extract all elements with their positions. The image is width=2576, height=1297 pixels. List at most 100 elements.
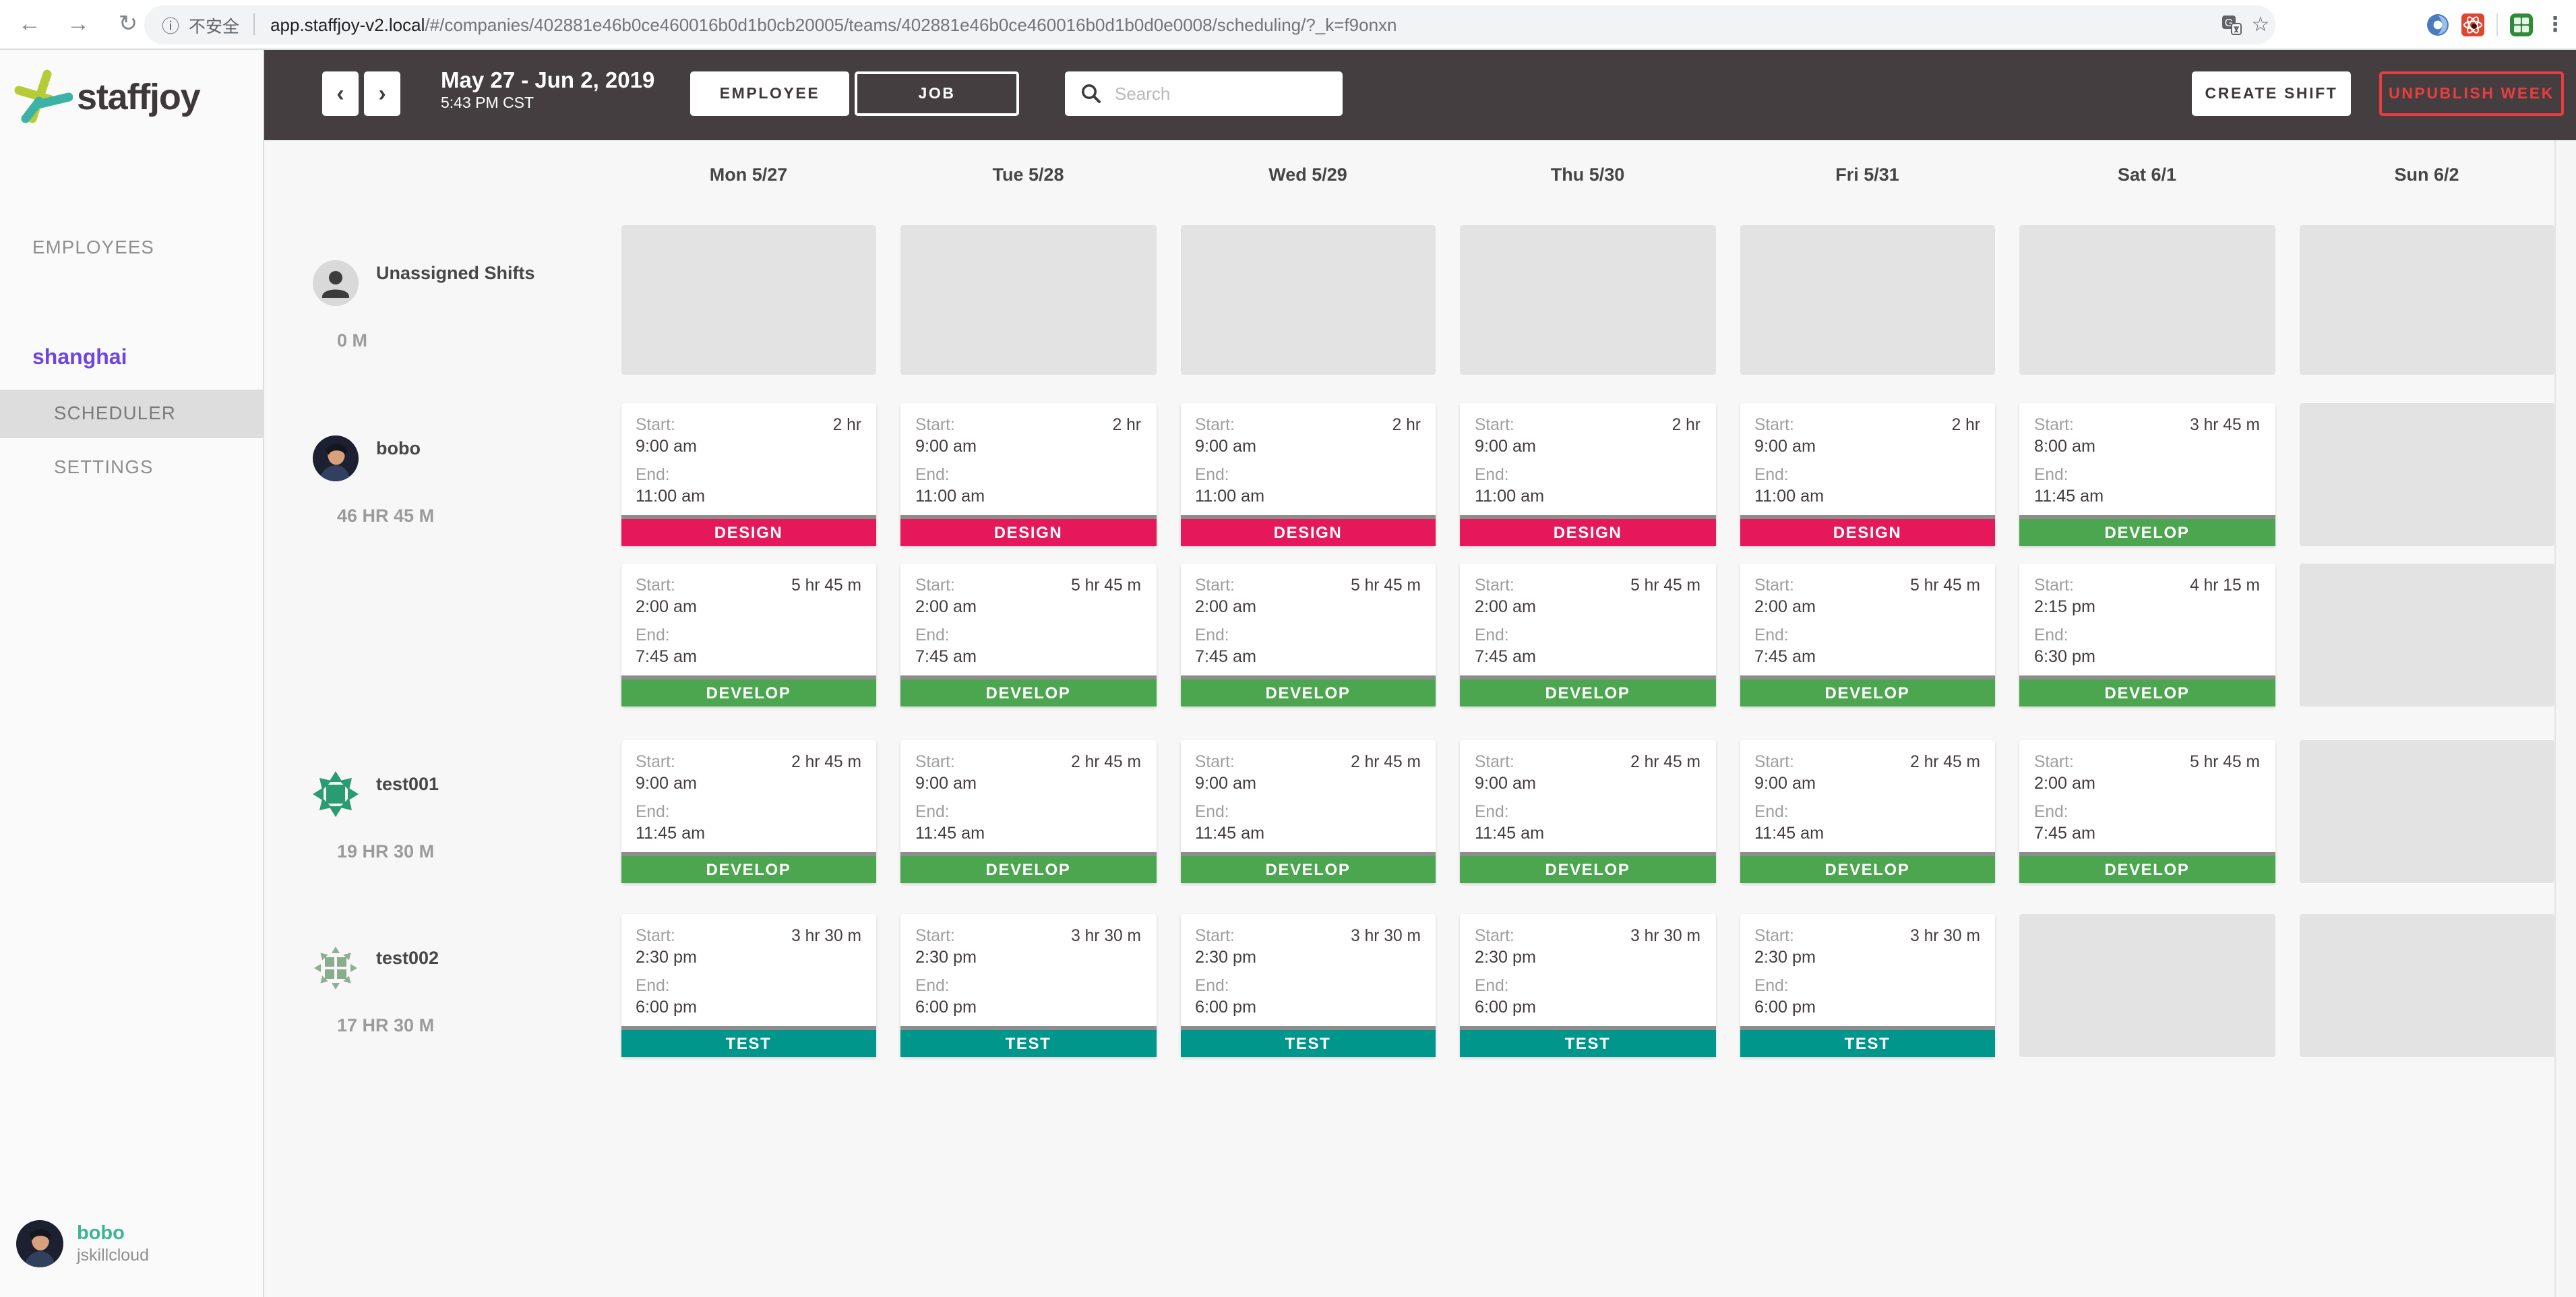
shift-job-button[interactable]: DEVELOP (1460, 851, 1715, 882)
create-shift-button[interactable]: CREATE SHIFT (2192, 71, 2351, 116)
extension-green-icon[interactable] (2510, 13, 2533, 36)
shift-card[interactable]: Start: 3 hr 30 m 2:30 pm End: 6:00 pm TEST (900, 913, 1156, 1056)
shift-job-button[interactable]: DESIGN (621, 514, 876, 545)
shift-job-button[interactable]: DEVELOP (1740, 851, 1995, 882)
shift-job-button[interactable]: DESIGN (900, 514, 1156, 545)
shift-job-button[interactable]: DEVELOP (1180, 675, 1436, 706)
shift-card-body: Start: 4 hr 15 m 2:15 pm End: 6:30 pm (2019, 563, 2275, 675)
shift-start-time: 9:00 am (1754, 436, 1816, 455)
shift-card[interactable]: Start: 2 hr 45 m 9:00 am End: 11:45 am DEVELO… (1460, 740, 1715, 882)
shift-start-time: 2:00 am (2034, 773, 2096, 792)
shift-card-body: Start: 5 hr 45 m 2:00 am End: 7:45 am (1740, 563, 1995, 675)
shift-job-button[interactable]: TEST (1460, 1025, 1715, 1056)
shift-start-time: 2:30 pm (636, 947, 698, 966)
shift-job-button[interactable]: DEVELOP (1460, 675, 1715, 706)
shift-job-button[interactable]: TEST (900, 1025, 1156, 1056)
shift-card[interactable]: Start: 5 hr 45 m 2:00 am End: 7:45 am DEVELOP (1460, 563, 1715, 706)
shift-card[interactable]: Start: 3 hr 30 m 2:30 pm End: 6:00 pm TEST (621, 913, 876, 1056)
sidebar-item-scheduler[interactable]: SCHEDULER (0, 389, 263, 438)
shift-card[interactable]: Start: 2 hr 9:00 am End: 11:00 am DESIGN (621, 402, 876, 545)
shift-job-button[interactable]: DESIGN (1460, 514, 1715, 545)
shift-card[interactable]: Start: 3 hr 30 m 2:30 pm End: 6:00 pm TEST (1460, 913, 1715, 1056)
shift-card[interactable]: Start: 5 hr 45 m 2:00 am End: 7:45 am DEVELOP (621, 563, 876, 706)
shift-job-button[interactable]: DEVELOP (1740, 675, 1995, 706)
shift-start-label: Start: (636, 926, 675, 944)
shift-card[interactable]: Start: 2 hr 9:00 am End: 11:00 am DESIGN (1740, 402, 1995, 545)
security-label: 不安全 (189, 17, 240, 36)
shift-job-button[interactable]: TEST (1180, 1025, 1436, 1056)
shift-start-label: Start: (636, 575, 675, 594)
shift-job-button[interactable]: DEVELOP (621, 851, 876, 882)
shift-card[interactable]: Start: 3 hr 30 m 2:30 pm End: 6:00 pm TEST (1180, 913, 1436, 1056)
shift-job-button[interactable]: TEST (621, 1025, 876, 1056)
shift-card[interactable]: Start: 4 hr 15 m 2:15 pm End: 6:30 pm DEVELOP (2019, 563, 2275, 706)
shift-card[interactable]: Start: 2 hr 45 m 9:00 am End: 11:45 am DEVELO… (1740, 740, 1995, 882)
shift-card[interactable]: Start: 2 hr 45 m 9:00 am End: 11:45 am DEVELO… (1180, 740, 1436, 882)
job-view-toggle[interactable]: JOB (855, 71, 1019, 116)
staffjoy-logo[interactable]: staffjoy (13, 68, 201, 127)
empty-shift-slot (1740, 225, 1995, 375)
shift-card[interactable]: Start: 3 hr 45 m 8:00 am End: 11:45 am DEVELO… (2019, 402, 2275, 545)
address-bar[interactable]: ⓘ 不安全 app.staffjoy-v2.local/#/companies/… (144, 5, 2275, 44)
shift-start-label: Start: (915, 575, 955, 594)
bookmark-star-icon[interactable]: ☆ (2251, 13, 2270, 37)
shift-card[interactable]: Start: 2 hr 9:00 am End: 11:00 am DESIGN (900, 402, 1156, 545)
browser-menu-icon[interactable]: ⋮ (2545, 13, 2565, 37)
shift-card[interactable]: Start: 2 hr 9:00 am End: 11:00 am DESIGN (1180, 402, 1436, 545)
employee-view-toggle[interactable]: EMPLOYEE (690, 71, 849, 116)
translate-icon[interactable]: G (2216, 15, 2246, 35)
shift-job-button[interactable]: DEVELOP (2019, 675, 2275, 706)
shift-job-button[interactable]: DEVELOP (621, 675, 876, 706)
shift-job-button[interactable]: TEST (1740, 1025, 1995, 1056)
shift-job-button[interactable]: DEVELOP (2019, 851, 2275, 882)
sidebar-item-settings[interactable]: SETTINGS (54, 457, 154, 477)
shift-card[interactable]: Start: 5 hr 45 m 2:00 am End: 7:45 am DEVELOP (900, 563, 1156, 706)
row-name: Unassigned Shifts (376, 263, 535, 283)
shift-card-body: Start: 5 hr 45 m 2:00 am End: 7:45 am (2019, 740, 2275, 851)
shift-card-body: Start: 2 hr 45 m 9:00 am End: 11:45 am (1460, 740, 1715, 851)
week-time: 5:43 PM CST (441, 95, 534, 111)
shift-job-button[interactable]: DEVELOP (900, 675, 1156, 706)
shift-duration: 2 hr 45 m (791, 752, 861, 771)
shift-duration: 5 hr 45 m (1351, 575, 1421, 594)
extension-blue-icon[interactable] (2426, 13, 2449, 36)
next-week-button[interactable]: › (364, 71, 400, 116)
browser-back-icon[interactable]: ← (18, 11, 41, 37)
extension-react-icon[interactable] (2461, 13, 2484, 36)
shift-job-button[interactable]: DEVELOP (2019, 514, 2275, 545)
unpublish-week-button[interactable]: UNPUBLISH WEEK (2379, 71, 2564, 116)
shift-end-label: End: (1754, 802, 1789, 820)
search-input[interactable] (1112, 82, 1320, 105)
shift-job-button[interactable]: DEVELOP (1180, 851, 1436, 882)
shift-card[interactable]: Start: 5 hr 45 m 2:00 am End: 7:45 am DEVELOP (2019, 740, 2275, 882)
shift-card[interactable]: Start: 5 hr 45 m 2:00 am End: 7:45 am DEVELOP (1740, 563, 1995, 706)
sidebar-user[interactable]: bobo jskillcloud (16, 1220, 149, 1267)
shift-card[interactable]: Start: 2 hr 9:00 am End: 11:00 am DESIGN (1460, 402, 1715, 545)
shift-job-button[interactable]: DESIGN (1180, 514, 1436, 545)
search-box[interactable] (1065, 71, 1343, 116)
day-header-mon: Mon 5/27 (709, 164, 788, 184)
shift-start-time: 9:00 am (1475, 773, 1537, 792)
scrollbar[interactable] (2554, 140, 2576, 1297)
sidebar-item-employees[interactable]: EMPLOYEES (32, 237, 155, 257)
shift-card-body: Start: 5 hr 45 m 2:00 am End: 7:45 am (621, 563, 876, 675)
sidebar-team-name[interactable]: shanghai (32, 346, 127, 369)
info-icon[interactable]: ⓘ (162, 16, 180, 36)
shift-card[interactable]: Start: 3 hr 30 m 2:30 pm End: 6:00 pm TEST (1740, 913, 1995, 1056)
shift-end-label: End: (636, 802, 670, 820)
search-icon (1082, 84, 1101, 103)
prev-week-button[interactable]: ‹ (322, 71, 359, 116)
shift-start-row: Start: 3 hr 30 m (1754, 926, 1980, 946)
shift-card[interactable]: Start: 2 hr 45 m 9:00 am End: 11:45 am DEVELO… (900, 740, 1156, 882)
browser-refresh-icon[interactable]: ↻ (118, 11, 138, 37)
shift-duration: 2 hr 45 m (1351, 752, 1421, 771)
browser-forward-icon[interactable]: → (67, 11, 90, 37)
shift-card[interactable]: Start: 2 hr 45 m 9:00 am End: 11:45 am DEVELO… (621, 740, 876, 882)
shift-job-button[interactable]: DESIGN (1740, 514, 1995, 545)
shift-start-time: 2:30 pm (1754, 947, 1816, 966)
shift-end-time: 11:45 am (1475, 823, 1545, 842)
shift-duration: 3 hr 30 m (1071, 926, 1141, 944)
shift-card[interactable]: Start: 5 hr 45 m 2:00 am End: 7:45 am DEVELOP (1180, 563, 1436, 706)
shift-job-button[interactable]: DEVELOP (900, 851, 1156, 882)
